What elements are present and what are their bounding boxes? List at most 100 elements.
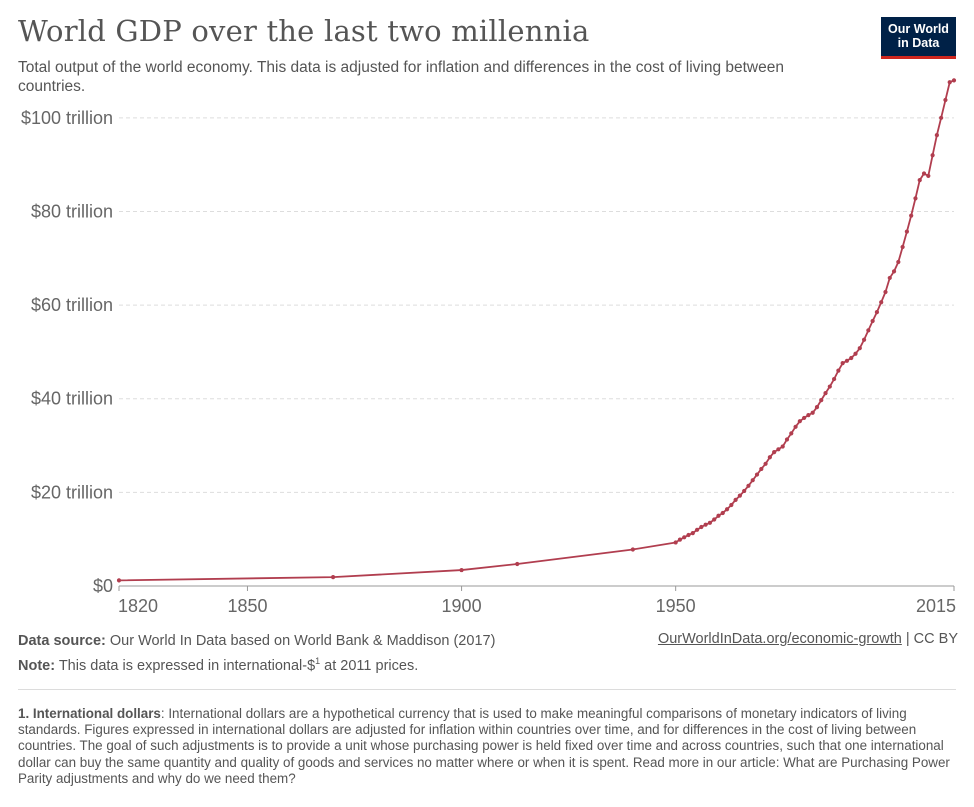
x-tick-label: 1850: [227, 596, 267, 616]
gdp-series-line: [118, 79, 955, 582]
gdp-data-point: [947, 80, 952, 85]
gdp-data-point: [776, 447, 781, 452]
gdp-data-point: [673, 540, 678, 545]
gdp-data-point: [750, 478, 755, 483]
gdp-data-point: [690, 530, 695, 536]
gdp-data-point: [870, 318, 875, 324]
gdp-data-point: [844, 358, 850, 363]
gdp-line-chart: $0 $20 trillion $40 trillion $60 trillion $8…: [21, 78, 957, 616]
footnote-text: : International dollars are a hypothetic…: [18, 706, 950, 786]
gdp-data-point: [943, 97, 948, 103]
y-tick-label: $0: [93, 576, 113, 596]
gdp-data-point: [703, 522, 708, 527]
gdp-data-point: [930, 153, 935, 158]
gdp-data-point: [793, 424, 798, 429]
x-tick-label: 1900: [442, 596, 482, 616]
y-tick-label: $20 trillion: [31, 482, 113, 502]
gdp-data-point: [767, 455, 772, 460]
gdp-data-point: [737, 493, 742, 498]
gdp-data-point: [939, 115, 944, 120]
gdp-data-point: [707, 520, 713, 525]
gdp-data-point: [759, 466, 764, 472]
gdp-data-point: [720, 510, 725, 516]
y-axis-ticks: $0 $20 trillion $40 trillion $60 trillion $8…: [21, 108, 113, 596]
gdp-data-point: [733, 497, 738, 502]
note-label: Note:: [18, 657, 56, 674]
logo-line-2: in Data: [897, 36, 940, 50]
footnote: 1. International dollars: International …: [18, 706, 956, 787]
gdp-data-point: [917, 177, 922, 183]
footnote-label: 1. International dollars: [18, 706, 161, 721]
gdp-data-point: [724, 507, 730, 512]
gdp-data-point: [694, 527, 700, 532]
gdp-data-point: [729, 502, 734, 508]
data-note: Note: This data is expressed in internat…: [18, 651, 495, 676]
gdp-data-point: [515, 561, 520, 567]
gdp-data-point: [874, 310, 880, 315]
gdp-data-point: [116, 578, 122, 583]
gdp-data-point: [677, 537, 683, 542]
x-tick-label: 1820: [118, 596, 158, 616]
gdp-data-point: [951, 78, 957, 83]
gdp-data-point: [827, 384, 832, 389]
y-tick-label: $40 trillion: [31, 389, 113, 409]
gdp-data-point: [832, 376, 837, 382]
gdp-data-point: [840, 361, 845, 366]
gdp-data-point: [789, 431, 794, 436]
logo-line-1: Our World: [888, 22, 949, 36]
data-source-label: Data source:: [18, 633, 106, 649]
chart-footer: Data source: Our World In Data based on …: [18, 631, 495, 676]
footer-links: OurWorldInData.org/economic-growth | CC …: [658, 631, 958, 647]
note-footnote-ref[interactable]: 1: [315, 656, 321, 666]
gdp-data-point: [682, 535, 687, 540]
owid-logo[interactable]: Our World in Data: [881, 17, 956, 59]
gdp-data-point: [909, 213, 914, 218]
source-url-link[interactable]: OurWorldInData.org/economic-growth: [657, 631, 902, 647]
gdp-data-point: [823, 391, 828, 396]
gdp-data-point: [904, 229, 909, 234]
gdp-data-point: [746, 483, 751, 488]
gdp-data-point: [819, 398, 824, 403]
gdp-data-point: [459, 567, 464, 573]
gdp-data-point: [921, 171, 927, 176]
chart-title: World GDP over the last two millennia: [18, 14, 590, 48]
gdp-data-point: [780, 444, 785, 449]
data-source: Data source: Our World In Data based on …: [18, 631, 495, 651]
note-text: This data is expressed in international-…: [55, 657, 316, 674]
gdp-data-point: [896, 259, 901, 265]
data-source-text: Our World In Data based on World Bank & …: [105, 633, 496, 649]
gdp-data-point: [934, 133, 939, 138]
gdp-series: [116, 78, 957, 583]
gdp-data-point: [891, 269, 897, 274]
x-tick-label: 1950: [656, 596, 696, 616]
gdp-data-point: [836, 368, 841, 373]
gdp-data-point: [926, 173, 931, 178]
y-tick-label: $80 trillion: [31, 201, 113, 221]
gdp-data-point: [331, 575, 336, 580]
gdp-data-point: [806, 413, 811, 418]
gdp-data-point: [857, 346, 862, 351]
gdp-data-point: [814, 405, 820, 410]
gdp-data-point: [887, 275, 892, 281]
gdp-data-point: [712, 517, 717, 522]
gdp-data-point: [754, 472, 760, 477]
gdp-data-point: [763, 461, 768, 466]
note-tail: at 2011 prices.: [320, 657, 419, 674]
gdp-data-point: [797, 419, 802, 424]
gdp-data-point: [900, 244, 905, 250]
y-gridlines: [119, 117, 954, 493]
license-link[interactable]: | CC BY: [901, 631, 958, 647]
gdp-data-point: [784, 437, 790, 442]
gdp-data-point: [699, 524, 704, 530]
gdp-data-point: [913, 196, 918, 201]
gdp-data-point: [866, 328, 871, 333]
gdp-data-point: [686, 532, 691, 538]
footer-divider: [18, 689, 956, 690]
y-tick-label: $60 trillion: [31, 295, 113, 315]
gdp-data-point: [861, 337, 867, 342]
chart-subtitle: Total output of the world economy. This …: [18, 59, 784, 95]
x-axis: 1820 1850 1900 1950 2015: [118, 585, 956, 616]
gdp-data-point: [742, 488, 747, 494]
x-tick-label: 2015: [916, 596, 956, 616]
gdp-data-point: [716, 513, 721, 518]
